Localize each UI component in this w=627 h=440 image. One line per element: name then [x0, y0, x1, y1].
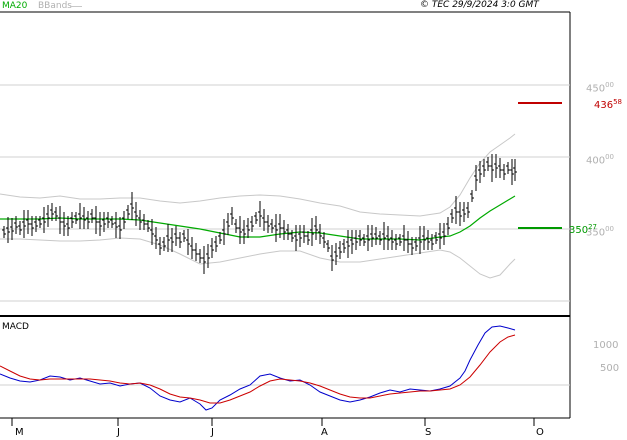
month-label-may: M — [15, 427, 24, 438]
time-axis-ticks — [11, 418, 535, 426]
macd-tick-500: 500 — [600, 363, 620, 374]
ohlc-bars — [2, 154, 517, 274]
legend-ma20: MA20 — [2, 1, 28, 11]
month-label-jul: J — [211, 427, 214, 438]
macd-signal-line — [0, 334, 516, 404]
month-label-jun: J — [117, 427, 120, 438]
month-label-oct: O — [536, 427, 544, 438]
month-label-aug: A — [321, 427, 328, 438]
price-tick-350: 35000 — [586, 225, 615, 239]
macd-line — [0, 325, 516, 411]
support-level-label: 35027 — [569, 223, 598, 236]
bollinger-lower-band — [0, 237, 516, 279]
legend-bbands: BBands — [38, 1, 72, 11]
price-tick-400: 40000 — [586, 153, 615, 167]
price-tick-450: 45000 — [586, 81, 615, 95]
bollinger-upper-band — [0, 133, 516, 217]
month-label-sep: S — [425, 427, 432, 438]
resistance-level-label: 43658 — [594, 98, 623, 111]
ma20-line — [0, 195, 516, 241]
macd-title: MACD — [2, 322, 29, 332]
macd-tick-1000: 1000 — [593, 340, 619, 351]
copyright-timestamp: © TEC 29/9/2024 3:0 GMT — [420, 0, 539, 10]
legend-bbands-swatch — [70, 6, 82, 7]
